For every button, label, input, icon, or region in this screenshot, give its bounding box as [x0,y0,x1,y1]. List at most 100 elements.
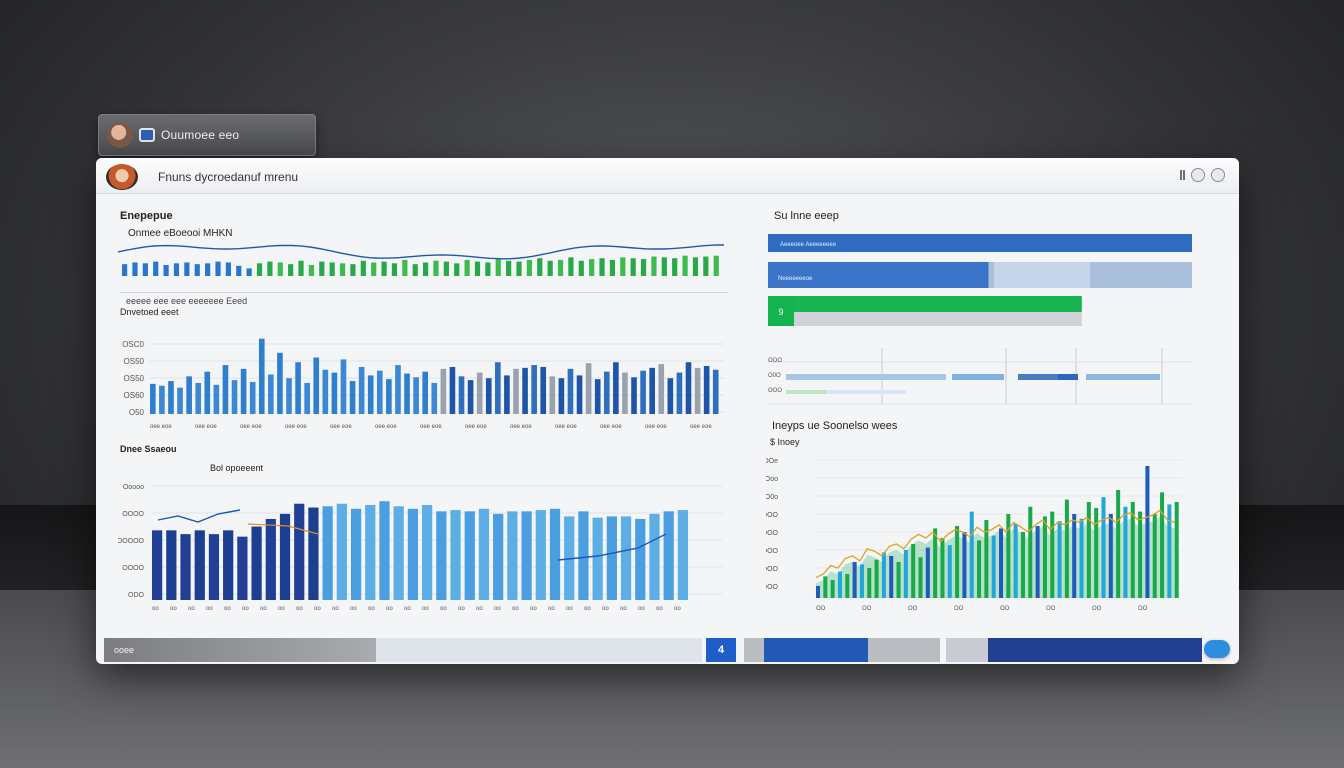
bar [422,371,429,414]
y-tick-label: Ooooo [123,484,144,491]
bar [578,511,589,600]
bar [365,505,376,600]
wave-bar [433,260,439,276]
wave-bar [485,262,491,276]
x-tick-label: oo [296,606,303,612]
bar [440,368,447,414]
wave-bar [329,262,335,276]
bar [558,378,565,414]
pause-icon[interactable] [1180,170,1185,180]
x-tick-label: oo [674,606,681,612]
wave-bar [526,259,532,276]
wave-bar [153,261,159,276]
bar [977,540,982,598]
bar [467,380,474,414]
page-number-button[interactable]: 4 [706,638,736,662]
x-tick-label: oo [404,606,411,612]
settings-icon[interactable] [1211,168,1225,182]
wave-bar [412,264,418,276]
bar [1028,506,1033,598]
wave-bar [620,257,626,276]
mini-window-chip[interactable]: Ouumoee eeo [98,114,316,156]
x-tick-label: OO [1046,606,1056,612]
x-tick-label: oee eoe [465,424,487,430]
bar [549,508,561,600]
title-bar: Fnuns dycroedanuf mrenu [96,158,1239,194]
bar [896,562,901,598]
progress-bar [768,234,1192,252]
wave-line [118,244,724,260]
wave-bar [391,263,398,276]
wave-bar [703,256,709,276]
bar [204,371,211,414]
wave-bar [350,264,356,276]
bar [152,530,163,600]
x-tick-label: oo [530,606,537,612]
chat-bubble-icon[interactable] [1204,640,1230,658]
bar [522,367,528,414]
status-label: ooee [114,645,135,655]
bar [677,510,689,600]
bar [1116,490,1121,598]
wave-bar [672,258,678,276]
wave-bar [339,263,346,276]
progress-bar [768,296,1082,312]
y-tick-label: OOO [766,548,779,555]
wave-bar [651,256,657,276]
top-right-progress-panel: Aeeeoee Aeeeeeeee Neeeeeeeoe 9 OOO O0O OOO [768,234,1192,405]
wave-bar [205,263,211,276]
wave-bar [599,258,605,276]
bottom-status-bar: ooee 4 [104,638,1234,664]
x-tick-label: OO [1092,606,1102,612]
mini-window-label: Ouumoee eeo [161,128,240,142]
wave-bar [236,265,242,276]
bar [685,362,692,414]
x-tick-label: OO [1000,606,1010,612]
x-tick-label: OO [862,606,872,612]
wave-bar [371,262,377,276]
x-tick-label: OO [954,606,964,612]
bar [507,511,518,600]
x-tick-label: oo [476,606,483,612]
segment-blue [764,638,868,662]
wave-bar [277,262,283,276]
bar [540,366,547,414]
bar [349,381,356,414]
x-tick-label: oo [170,606,177,612]
x-tick-label: oo [548,606,555,612]
bar [294,503,305,600]
bar [694,367,701,414]
bar [404,373,410,414]
bar [231,380,238,414]
bottom-right-area-chart: OOeOooO0oOOOOOOOOOOOOOOOOOOOOOOOOOOOOOOO [766,458,1182,612]
y-tick-label: O0o [766,494,778,501]
x-tick-label: oo [278,606,285,612]
wave-bar [308,265,315,276]
circle-button-icon[interactable] [1191,168,1205,182]
wave-bar [454,263,460,276]
bar [166,530,177,600]
progress-label: Aeeeoee Aeeeeeeee [780,242,837,248]
bar [331,372,338,414]
wave-bar [692,257,699,276]
bar [458,376,465,414]
bar [676,372,683,414]
x-tick-label: oo [206,606,213,612]
bar [955,526,960,598]
bar [1020,532,1025,598]
bar [513,368,519,414]
x-tick-label: OO [816,606,826,612]
y-tick-label: OSC0 [122,340,144,349]
y-tick-label: OOOO [122,511,144,518]
bar [150,383,156,414]
wave-bar [568,257,574,276]
bar [1101,497,1106,598]
bar [436,511,447,600]
top-left-panel-title: Enepepue [120,210,173,222]
bar [592,517,603,600]
bar [464,511,475,600]
bar [969,511,974,598]
wave-bar [163,265,169,276]
wave-bar [443,261,449,276]
user-avatar[interactable] [106,164,138,190]
